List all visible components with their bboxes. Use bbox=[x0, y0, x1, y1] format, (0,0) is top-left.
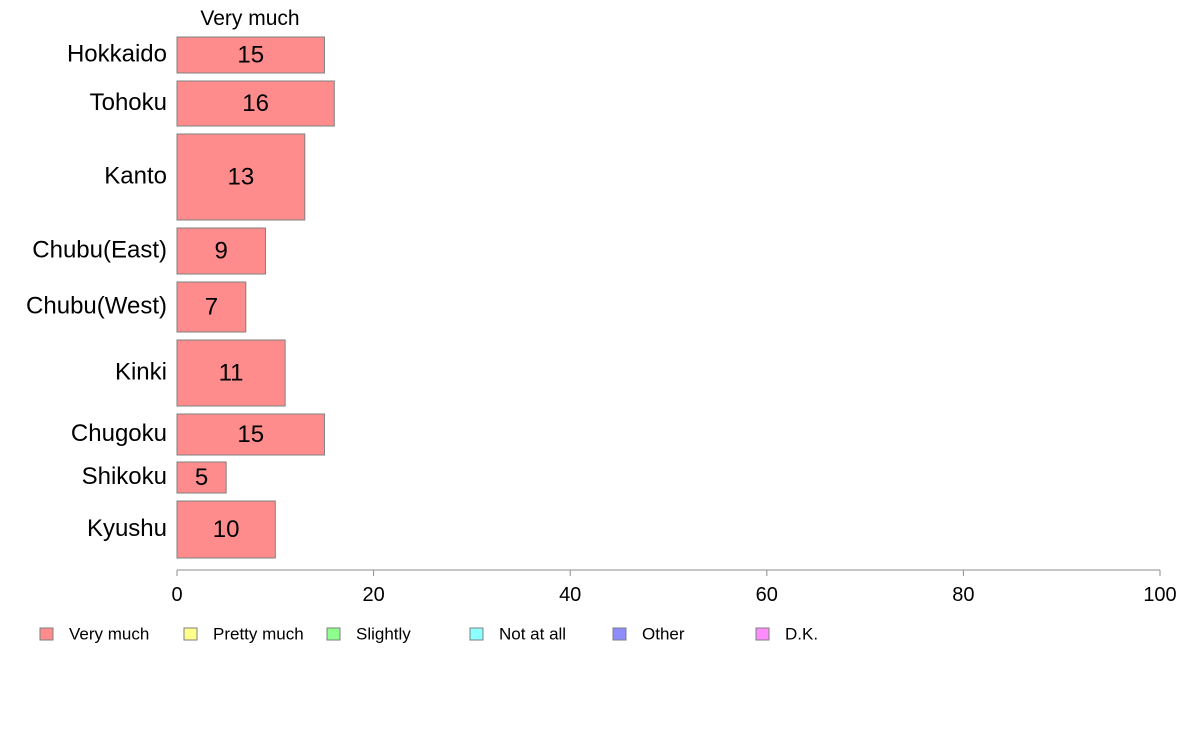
bar bbox=[176, 413, 325, 456]
x-axis: 0 20 40 60 80 100 bbox=[171, 569, 1177, 606]
bar bbox=[176, 339, 286, 407]
bar bbox=[176, 461, 227, 494]
legend-label: D.K. bbox=[785, 624, 818, 643]
bars-group: Hokkaido 15 Tohoku 16 Kanto 13 Chubu(East) 9 Chu… bbox=[26, 36, 335, 559]
data-label: 11 bbox=[219, 359, 244, 386]
legend-label: Pretty much bbox=[213, 624, 304, 643]
category-label: Chugoku bbox=[71, 420, 167, 447]
category-label: Hokkaido bbox=[67, 40, 167, 67]
category-label: Chubu(East) bbox=[32, 236, 167, 263]
x-tick-label: 20 bbox=[362, 584, 384, 606]
bar bbox=[176, 80, 335, 127]
data-label: 15 bbox=[237, 41, 264, 68]
category-label: Chubu(West) bbox=[26, 292, 167, 319]
category-label: Tohoku bbox=[90, 89, 167, 116]
chart-title: Very much bbox=[200, 7, 299, 30]
category-label: Kinki bbox=[115, 358, 167, 385]
bar bbox=[176, 133, 306, 221]
legend-swatch bbox=[469, 627, 484, 641]
legend-swatch bbox=[612, 627, 627, 641]
legend-swatch bbox=[183, 627, 198, 641]
data-label: 15 bbox=[237, 421, 264, 448]
x-tick-label: 80 bbox=[952, 584, 974, 606]
legend-label: Very much bbox=[69, 624, 149, 643]
legend: Very much Pretty much Slightly Not at all Ot… bbox=[39, 624, 818, 643]
bar bbox=[176, 281, 247, 333]
x-tick-label: 60 bbox=[756, 584, 778, 606]
legend-label: Slightly bbox=[356, 624, 411, 643]
data-label: 16 bbox=[242, 90, 269, 117]
data-label: 13 bbox=[228, 163, 255, 190]
legend-swatch bbox=[755, 627, 770, 641]
data-label: 7 bbox=[205, 293, 218, 320]
legend-swatch bbox=[326, 627, 341, 641]
data-label: 9 bbox=[215, 237, 228, 264]
category-label: Shikoku bbox=[82, 463, 167, 490]
category-label: Kyushu bbox=[87, 515, 167, 542]
legend-label: Not at all bbox=[499, 624, 566, 643]
bar bbox=[176, 36, 325, 74]
category-label: Kanto bbox=[104, 162, 167, 189]
x-tick-label: 100 bbox=[1143, 584, 1176, 606]
x-tick-label: 40 bbox=[559, 584, 581, 606]
data-label: 5 bbox=[195, 464, 208, 491]
bar bbox=[176, 227, 266, 275]
bar bbox=[176, 500, 276, 559]
legend-swatch bbox=[39, 627, 54, 641]
data-label: 10 bbox=[213, 516, 240, 543]
legend-label: Other bbox=[642, 624, 685, 643]
x-tick-label: 0 bbox=[171, 584, 182, 606]
